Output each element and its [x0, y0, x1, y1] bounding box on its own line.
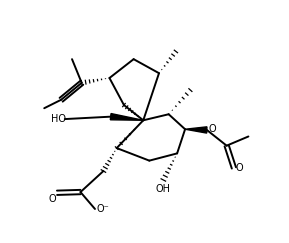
Polygon shape	[110, 113, 143, 120]
Text: O: O	[209, 124, 216, 134]
Text: O: O	[48, 194, 56, 204]
Text: O⁻: O⁻	[96, 204, 109, 214]
Text: O: O	[235, 163, 243, 173]
Text: HO: HO	[51, 114, 66, 124]
Polygon shape	[185, 127, 207, 133]
Text: OH: OH	[156, 184, 171, 194]
